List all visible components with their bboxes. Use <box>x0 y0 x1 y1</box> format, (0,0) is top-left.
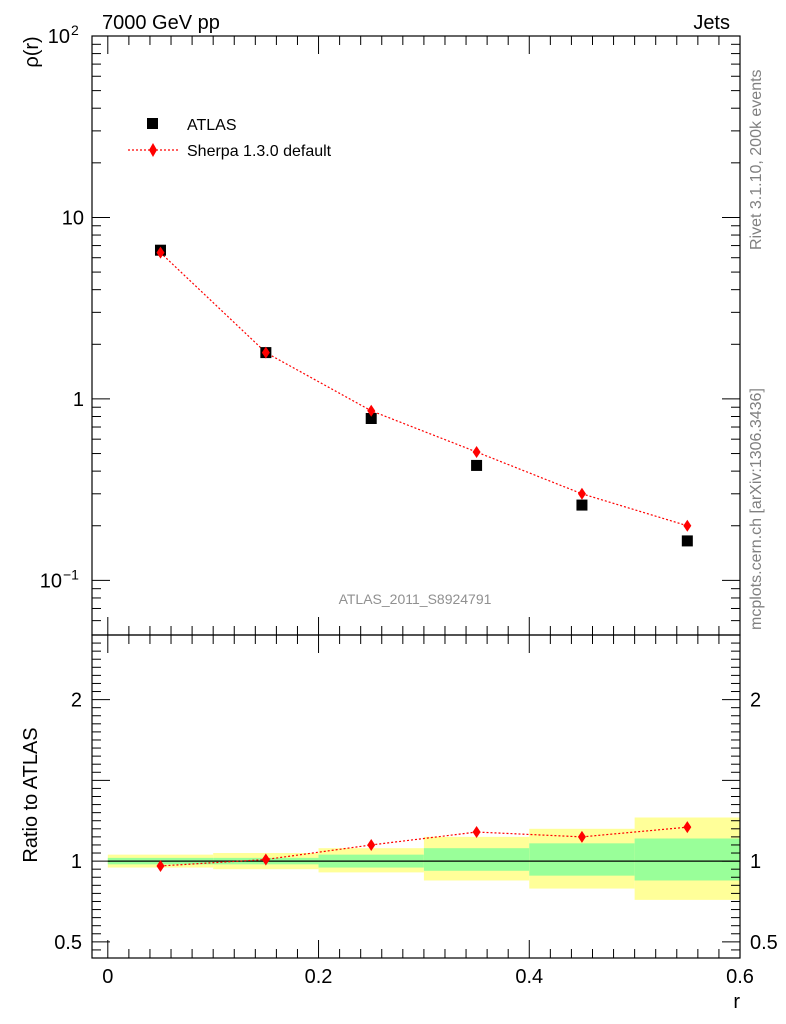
main-y-tick-label-1: 1 <box>73 389 84 411</box>
sherpa-point <box>367 404 376 417</box>
title-right: Jets <box>693 12 730 34</box>
sherpa-point <box>261 346 270 359</box>
ratio-sherpa-point <box>156 859 165 872</box>
x-tick-label: 0 <box>102 966 113 988</box>
x-axis-label: r <box>733 991 740 1013</box>
main-y-tick-label-10: 10 <box>62 207 84 229</box>
ratio-sherpa-point <box>577 830 586 843</box>
rivet-info-text: Rivet 3.1.10, 200k events <box>748 69 765 250</box>
ratio-y-tick-label: 2 <box>71 690 82 712</box>
main-y-axis-label: ρ(r) <box>21 36 43 67</box>
ratio-sherpa-point <box>367 838 376 851</box>
ratio-sherpa-point <box>472 826 481 839</box>
atlas-point <box>365 412 377 424</box>
sherpa-point <box>156 246 165 259</box>
x-tick-label: 0.2 <box>305 966 333 988</box>
ratio-y-tick-label-right: 1 <box>750 851 761 873</box>
main-y-tick-label-0.1: 10 <box>40 570 62 592</box>
ratio-sherpa-point <box>683 821 692 834</box>
legend-atlas-label: ATLAS <box>187 117 237 134</box>
sherpa-line <box>160 252 688 527</box>
analysis-id-label: ATLAS_2011_S8924791 <box>339 591 492 607</box>
ratio-frame <box>91 634 741 959</box>
atlas-point <box>576 499 588 511</box>
sherpa-point <box>472 445 481 458</box>
sherpa-point <box>683 519 692 532</box>
ratio-inner-band-4 <box>529 843 635 876</box>
ratio-sherpa-point <box>261 853 270 866</box>
ratio-y-tick-label: 0.5 <box>54 932 82 954</box>
main-y-tick-label-100-exp: 2 <box>71 22 79 38</box>
ratio-panel: 0 0.2 0.4 0.6 2 2 1 1 0.5 0.5 <box>54 634 778 988</box>
sherpa-point <box>577 487 586 500</box>
ratio-inner-band-5 <box>634 838 740 881</box>
main-y-tick-label-100: 10 <box>48 26 70 48</box>
legend-atlas-marker <box>147 118 158 129</box>
legend: ATLAS Sherpa 1.3.0 default <box>128 117 332 160</box>
mcplots-info-text: mcplots.cern.ch [arXiv:1306.3436] <box>748 388 765 630</box>
ratio-y-axis-label: Ratio to ATLAS <box>20 727 42 862</box>
atlas-point <box>681 535 693 547</box>
atlas-point <box>471 459 483 471</box>
ratio-y-tick-label: 1 <box>71 851 82 873</box>
title-left: 7000 GeV pp <box>102 12 220 34</box>
legend-sherpa-label: Sherpa 1.3.0 default <box>187 143 332 160</box>
ratio-inner-band-3 <box>423 848 530 871</box>
x-tick-label: 0.4 <box>515 966 543 988</box>
legend-sherpa-marker <box>149 143 157 157</box>
ratio-sherpa-line <box>160 826 688 867</box>
ratio-y-tick-label-right: 2 <box>750 690 761 712</box>
main-y-tick-label-0.1-exp: −1 <box>63 566 79 582</box>
x-tick-label: 0.6 <box>726 966 754 988</box>
ratio-y-tick-label-right: 0.5 <box>750 932 778 954</box>
